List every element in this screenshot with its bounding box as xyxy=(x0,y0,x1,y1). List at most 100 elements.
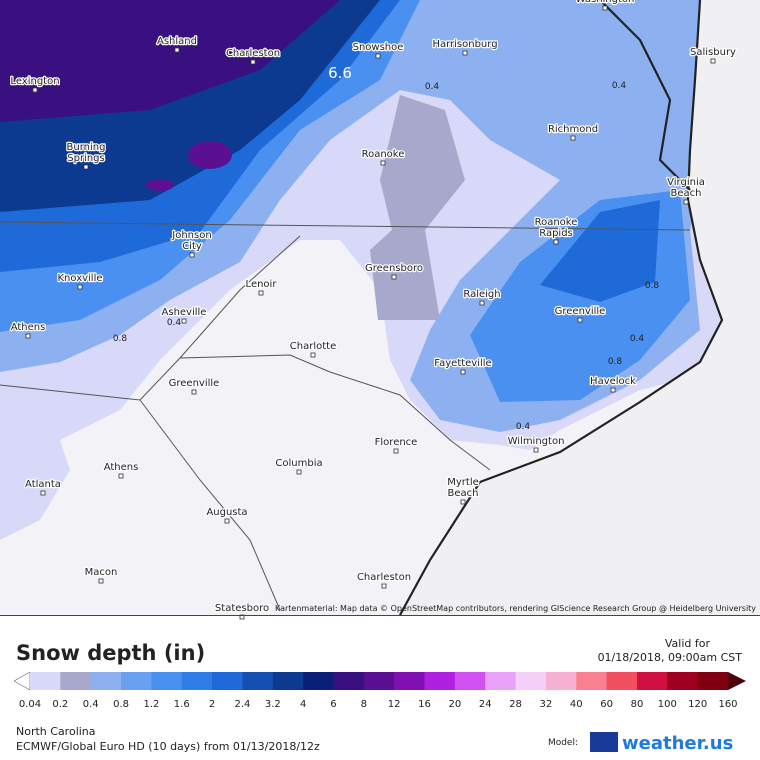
city-dot xyxy=(381,583,387,589)
tick-label: 6 xyxy=(330,699,336,710)
city-label: Wilmington xyxy=(508,436,565,447)
color-cell xyxy=(636,672,668,690)
city-dot xyxy=(710,58,716,64)
cities: Washington Ashland Charleston Snowshoe Harri… xyxy=(9,0,737,620)
tick-label: 4 xyxy=(300,699,306,710)
color-cell xyxy=(667,672,699,690)
ocean xyxy=(400,0,760,615)
tick-label: 160 xyxy=(718,699,737,710)
tick-label: 32 xyxy=(540,699,553,710)
city-dot xyxy=(460,369,466,375)
valid-label: Valid for xyxy=(665,637,711,650)
city-dot xyxy=(683,199,689,205)
city-label: Virginia Beach xyxy=(667,177,705,199)
color-cell xyxy=(151,672,183,690)
contour-label: 0.4 xyxy=(425,82,440,92)
contour-label: 0.4 xyxy=(630,334,645,344)
coastline xyxy=(599,0,691,191)
city-dot xyxy=(250,59,256,65)
color-cell xyxy=(13,671,31,691)
city-dot xyxy=(462,50,468,56)
tick-label: 0.4 xyxy=(83,699,99,710)
tick-label: 20 xyxy=(449,699,462,710)
model-label: Model: xyxy=(548,738,578,748)
tick-label: 120 xyxy=(688,699,707,710)
city-dot xyxy=(258,290,264,296)
color-cell xyxy=(181,672,213,690)
city-dot xyxy=(98,578,104,584)
city-label: Columbia xyxy=(275,458,322,469)
color-cell xyxy=(394,672,426,690)
city-dot xyxy=(570,135,576,141)
color-cell xyxy=(424,672,456,690)
color-cell xyxy=(363,672,395,690)
city-label: Myrtle Beach xyxy=(447,477,479,499)
color-cell xyxy=(30,672,61,690)
tick-label: 28 xyxy=(509,699,522,710)
tick-label: 3.2 xyxy=(265,699,281,710)
city-dot xyxy=(380,160,386,166)
city-dot xyxy=(602,5,608,11)
tick-label: 40 xyxy=(570,699,583,710)
contour-label: 0.4 xyxy=(612,81,627,91)
city-dot xyxy=(610,387,616,393)
tick-label: 1.6 xyxy=(174,699,190,710)
tick-label: 8 xyxy=(361,699,367,710)
eu-flag xyxy=(590,732,618,752)
city-label: Knoxville xyxy=(57,273,102,284)
color-cell xyxy=(121,672,152,690)
city-label: Asheville xyxy=(162,307,207,318)
tick-label: 2 xyxy=(209,699,215,710)
city-label: Ashland xyxy=(157,36,197,47)
city-dot xyxy=(577,317,583,323)
color-cell xyxy=(697,672,729,690)
city-label: Harrisonburg xyxy=(432,39,497,50)
color-cell xyxy=(728,672,746,690)
city-label: Greenville xyxy=(169,378,220,389)
contour-label: 0.4 xyxy=(167,318,182,328)
color-cell xyxy=(212,672,243,690)
city-dot xyxy=(479,300,485,306)
city-label: Greenville xyxy=(555,306,606,317)
city-label: Lenoir xyxy=(246,279,278,290)
city-label: Roanoke Rapids xyxy=(535,217,578,239)
city-label: Havelock xyxy=(590,376,636,387)
city-label: Greensboro xyxy=(365,263,423,274)
city-label: Washington xyxy=(576,0,635,5)
tick-label: 16 xyxy=(418,699,431,710)
state-border xyxy=(179,354,491,471)
city-dot xyxy=(533,447,539,453)
color-cell xyxy=(576,672,608,690)
city-label: Charleston xyxy=(226,48,280,59)
city-label: Athens xyxy=(11,322,46,333)
city-label: Johnson City xyxy=(171,230,211,252)
snow-zone xyxy=(540,200,660,302)
color-cell xyxy=(90,672,122,690)
color-cell xyxy=(303,672,334,690)
city-dot xyxy=(375,53,381,59)
city-label: Roanoke xyxy=(362,149,405,160)
city-label: Statesboro xyxy=(215,603,269,614)
city-dot xyxy=(77,284,83,290)
snow-zone xyxy=(146,179,174,191)
city-dot xyxy=(391,274,397,280)
city-label: Charleston xyxy=(357,572,411,583)
city-dot xyxy=(393,448,399,454)
contour-label: 0.4 xyxy=(516,422,531,432)
city-dot xyxy=(174,47,180,53)
contour-label: 6.6 xyxy=(328,64,352,82)
contour-label: 0.8 xyxy=(608,357,623,367)
city-label: Lexington xyxy=(10,76,59,87)
city-label: Burning Springs xyxy=(67,142,106,164)
tick-label: 0.04 xyxy=(19,699,41,710)
attribution: Kartenmaterial: Map data © OpenStreetMap… xyxy=(275,604,756,613)
city-label: Snowshoe xyxy=(353,42,404,53)
state-border xyxy=(0,235,301,401)
contour-label: 0.8 xyxy=(645,281,660,291)
tick-label: 24 xyxy=(479,699,492,710)
color-cell xyxy=(545,672,577,690)
tick-label: 1.2 xyxy=(143,699,159,710)
brand: weather.us xyxy=(622,733,733,754)
city-label: Charlotte xyxy=(290,341,336,352)
